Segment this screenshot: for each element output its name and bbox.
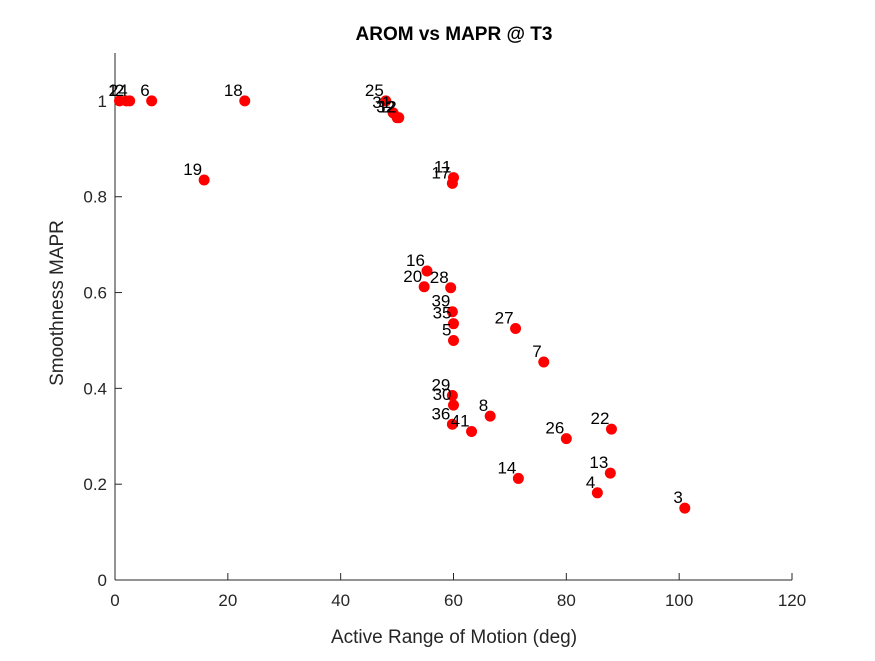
data-point-label: 28: [430, 268, 449, 287]
data-point-label: 11: [434, 158, 452, 177]
y-tick-label: 1: [98, 92, 107, 111]
data-point-label: 22: [591, 409, 610, 428]
data-point: [124, 95, 136, 107]
data-point: [446, 390, 458, 402]
data-point-label: 41: [451, 411, 470, 430]
y-tick-label: 0: [98, 571, 107, 590]
data-point: [510, 322, 522, 334]
data-point-label: 36: [431, 404, 450, 423]
x-tick-label: 60: [444, 591, 463, 610]
data-point: [146, 95, 158, 107]
data-point-label: 5: [442, 320, 451, 339]
data-point-label: 25: [365, 81, 384, 100]
data-point: [198, 174, 210, 186]
data-point-label: 4: [586, 473, 595, 492]
x-tick-label: 20: [218, 591, 237, 610]
data-point-label: 31: [372, 93, 391, 112]
x-tick-label: 120: [778, 591, 806, 610]
y-tick-label: 0.6: [83, 284, 107, 303]
data-point-label: 26: [545, 419, 564, 438]
data-point: [446, 418, 458, 430]
data-point-label: 39: [431, 292, 450, 311]
data-point: [448, 334, 459, 346]
x-tick-label: 80: [557, 591, 576, 610]
data-point-label: 35: [433, 304, 452, 323]
data-point: [484, 410, 496, 422]
data-point: [679, 502, 691, 514]
data-point-label: 16: [406, 251, 425, 270]
data-point-label: 32: [376, 98, 395, 117]
y-tick-label: 0.2: [83, 475, 107, 494]
data-point: [418, 281, 430, 293]
data-point-label: 8: [479, 396, 488, 415]
data-point: [446, 177, 458, 189]
data-point-label: 29: [431, 376, 450, 395]
data-point-label: 12: [378, 98, 397, 117]
x-tick-label: 40: [331, 591, 350, 610]
data-point-label: 2: [115, 81, 124, 100]
data-point-label: 18: [224, 81, 243, 100]
data-point: [512, 472, 524, 484]
data-point-label: 19: [183, 160, 202, 179]
data-point: [239, 95, 251, 107]
data-point: [591, 487, 603, 499]
data-point-label: 1: [108, 81, 117, 100]
data-point: [605, 423, 617, 435]
data-point: [448, 318, 459, 330]
data-point-label: 6: [140, 81, 149, 100]
data-point-label: 27: [495, 308, 514, 327]
chart-title: AROM vs MAPR @ T3: [356, 24, 553, 45]
data-point-label: 13: [589, 453, 608, 472]
data-point-label: 7: [532, 342, 541, 361]
y-tick-label: 0.8: [83, 188, 107, 207]
data-point: [393, 112, 405, 124]
data-point: [445, 282, 457, 294]
x-tick-label: 100: [665, 591, 693, 610]
data-point-label: 20: [403, 267, 422, 286]
data-point: [446, 306, 458, 318]
data-point: [466, 425, 478, 437]
data-point-label: 24: [109, 81, 128, 100]
x-tick-label: 0: [110, 591, 119, 610]
x-axis-label: Active Range of Motion (deg): [331, 627, 577, 648]
data-point-label: 30: [433, 385, 452, 404]
data-point-label: 3: [673, 488, 682, 507]
data-point-label: 17: [431, 163, 450, 182]
data-point: [538, 356, 550, 368]
data-point: [421, 265, 433, 277]
data-point: [448, 399, 459, 411]
y-tick-label: 0.4: [83, 379, 107, 398]
data-point: [604, 467, 616, 479]
data-point-label: 14: [497, 458, 516, 477]
data-point: [560, 433, 572, 445]
data-point: [380, 95, 392, 107]
y-axis-label: Smoothness MAPR: [47, 220, 68, 386]
